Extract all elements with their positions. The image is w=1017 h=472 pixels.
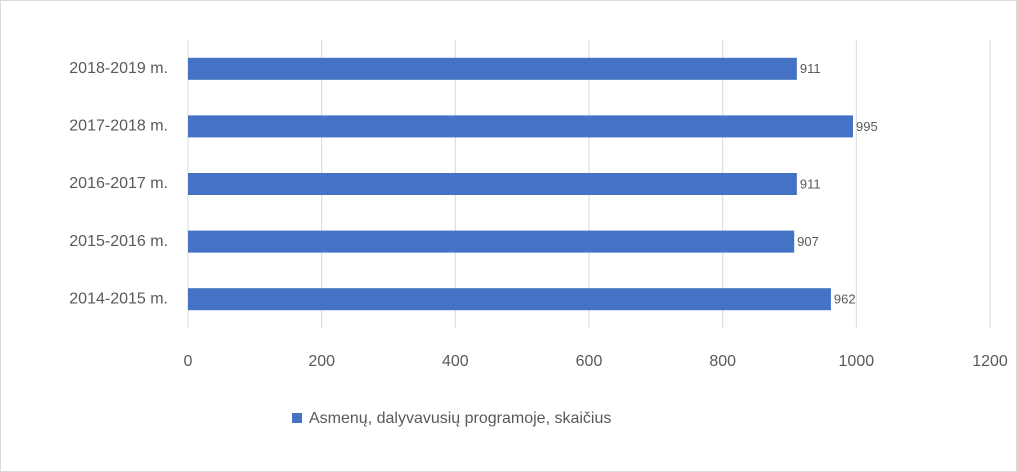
data-label: 995 (856, 119, 878, 134)
bar (188, 230, 795, 253)
x-tick-label: 600 (576, 353, 603, 370)
bar (188, 115, 853, 138)
data-label: 962 (834, 292, 856, 307)
data-label: 911 (800, 176, 821, 191)
y-tick-label: 2015-2016 m. (69, 233, 168, 250)
data-label: 907 (797, 234, 819, 249)
x-tick-label: 1000 (839, 353, 875, 370)
y-tick-label: 2014-2015 m. (69, 290, 168, 307)
y-tick-label: 2016-2017 m. (69, 175, 168, 192)
bar (188, 57, 797, 80)
y-tick-label: 2017-2018 m. (69, 118, 168, 135)
bar (188, 288, 831, 311)
legend-label: Asmenų, dalyvavusių programoje, skaičius (309, 410, 611, 427)
x-tick-label: 1200 (972, 353, 1008, 370)
bar (188, 173, 797, 195)
legend-swatch (292, 413, 302, 423)
x-tick-label: 200 (308, 353, 335, 370)
y-tick-label: 2018-2019 m. (69, 60, 168, 77)
data-label: 911 (800, 61, 821, 76)
x-tick-label: 0 (184, 353, 193, 370)
x-tick-label: 800 (709, 353, 736, 370)
x-tick-label: 400 (442, 353, 469, 370)
